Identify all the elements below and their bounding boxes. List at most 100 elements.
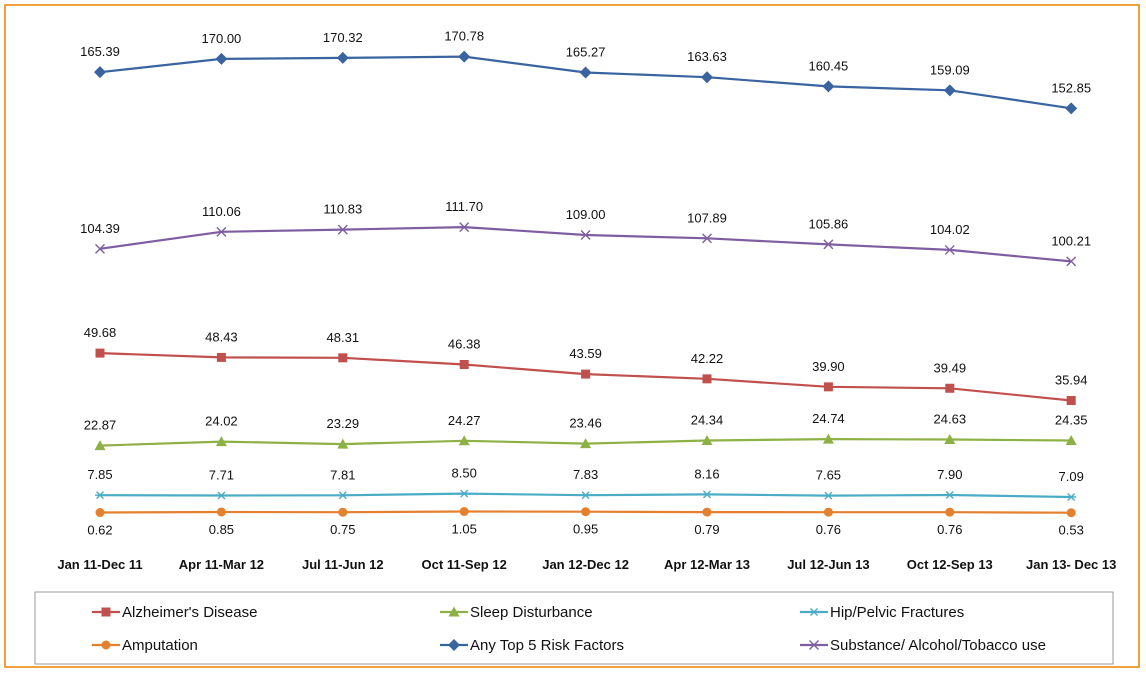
data-label-hip-pelvic-fractures: 8.50 (452, 466, 477, 481)
x-tick-label: Oct 12-Sep 13 (907, 557, 993, 572)
data-label-substance-alcohol-tobacco-use: 105.86 (809, 216, 849, 231)
data-label-sleep-disturbance: 24.35 (1055, 412, 1088, 427)
legend-marker-alzheimer-s-disease (101, 607, 111, 617)
data-point-hip-pelvic-fractures (1066, 492, 1077, 501)
x-tick-label: Apr 12-Mar 13 (664, 557, 750, 572)
data-label-any-top-5-risk-factors: 165.27 (566, 45, 606, 60)
series-any-top-5-risk-factors: 165.39 170.00 170.32 170.78 165.27 163.63 160.… (80, 29, 1091, 115)
data-label-hip-pelvic-fractures: 7.85 (87, 467, 112, 482)
data-label-any-top-5-risk-factors: 170.78 (444, 29, 484, 44)
data-point-substance-alcohol-tobacco-use (337, 224, 348, 235)
data-point-sleep-disturbance (1065, 434, 1077, 445)
data-label-hip-pelvic-fractures: 7.09 (1059, 469, 1084, 484)
data-label-amputation: 0.85 (209, 522, 234, 537)
series-substance-alcohol-tobacco-use: 104.39 110.06 110.83 111.70 109.00 107.89 105.… (80, 199, 1091, 267)
data-label-substance-alcohol-tobacco-use: 104.39 (80, 221, 120, 236)
data-point-any-top-5-risk-factors (701, 71, 713, 84)
legend-marker-substance-alcohol-tobacco-use (809, 640, 819, 650)
data-point-sleep-disturbance (580, 438, 592, 449)
data-point-substance-alcohol-tobacco-use (944, 244, 955, 255)
data-point-any-top-5-risk-factors (822, 80, 835, 93)
data-label-amputation: 0.75 (330, 522, 355, 537)
data-label-any-top-5-risk-factors: 159.09 (930, 62, 970, 77)
data-label-alzheimer-s-disease: 39.49 (934, 360, 967, 375)
data-point-sleep-disturbance (458, 435, 470, 446)
x-tick-label: Oct 11-Sep 12 (422, 557, 507, 572)
data-label-hip-pelvic-fractures: 7.83 (573, 467, 598, 482)
data-point-hip-pelvic-fractures (702, 490, 712, 499)
data-point-any-top-5-risk-factors (94, 66, 106, 79)
legend-marker-any-top-5-risk-factors (448, 639, 460, 651)
data-label-alzheimer-s-disease: 49.68 (84, 325, 117, 340)
data-point-alzheimer-s-disease (702, 374, 712, 384)
data-point-amputation (823, 507, 833, 517)
data-point-substance-alcohol-tobacco-use (580, 230, 591, 240)
plot-area: 49.68 48.43 48.31 46.38 43.59 42.22 39.90 39.49… (80, 29, 1091, 538)
data-label-sleep-disturbance: 23.46 (569, 416, 602, 431)
data-point-hip-pelvic-fractures (216, 491, 227, 500)
data-point-any-top-5-risk-factors (215, 52, 228, 65)
data-point-hip-pelvic-fractures (95, 491, 105, 500)
data-label-any-top-5-risk-factors: 160.45 (809, 58, 849, 73)
legend-marker-sleep-disturbance (448, 606, 460, 617)
data-point-alzheimer-s-disease (338, 353, 348, 363)
data-label-hip-pelvic-fractures: 7.90 (937, 467, 962, 482)
data-point-sleep-disturbance (94, 440, 106, 451)
data-point-alzheimer-s-disease (823, 382, 833, 392)
data-point-alzheimer-s-disease (945, 383, 955, 393)
data-label-hip-pelvic-fractures: 8.16 (694, 466, 719, 481)
data-label-amputation: 0.76 (937, 522, 962, 537)
series-sleep-disturbance: 22.87 24.02 23.29 24.27 23.46 24.34 24.74 24.63… (84, 411, 1088, 451)
legend-label: Any Top 5 Risk Factors (470, 637, 624, 654)
data-point-sleep-disturbance (337, 438, 349, 449)
data-label-sleep-disturbance: 24.34 (691, 413, 724, 428)
data-label-any-top-5-risk-factors: 170.32 (323, 30, 363, 45)
x-axis: Jan 11-Dec 11 Apr 11-Mar 12 Jul 11-Jun 12 O… (57, 557, 1116, 572)
legend: Alzheimer's Disease Sleep Disturbance Hip/… (92, 604, 1046, 654)
legend-item-hip-pelvic-fractures: Hip/Pelvic Fractures (800, 604, 964, 621)
data-point-any-top-5-risk-factors (579, 66, 592, 79)
data-label-alzheimer-s-disease: 43.59 (569, 346, 602, 361)
series-alzheimer-s-disease: 49.68 48.43 48.31 46.38 43.59 42.22 39.90 39.49… (84, 325, 1087, 406)
data-point-amputation (702, 507, 712, 517)
series-line-any-top-5-risk-factors (99, 55, 1072, 110)
data-label-alzheimer-s-disease: 42.22 (691, 351, 724, 366)
data-point-substance-alcohol-tobacco-use (216, 226, 227, 237)
series-amputation: 0.62 0.85 0.75 1.05 0.95 0.79 0.76 0.76 0.53 (87, 506, 1084, 538)
data-point-alzheimer-s-disease (216, 352, 226, 362)
legend-label: Hip/Pelvic Fractures (830, 604, 964, 621)
data-label-amputation: 0.76 (816, 522, 841, 537)
data-point-sleep-disturbance (701, 435, 713, 446)
data-point-alzheimer-s-disease (1066, 396, 1076, 406)
data-point-sleep-disturbance (822, 433, 834, 444)
series-line-substance-alcohol-tobacco-use (99, 225, 1072, 263)
data-point-sleep-disturbance (944, 434, 956, 445)
data-label-substance-alcohol-tobacco-use: 110.06 (202, 204, 241, 219)
data-label-amputation: 0.53 (1059, 523, 1084, 538)
legend-marker-amputation (101, 640, 111, 650)
x-tick-label: Jan 11-Dec 11 (57, 557, 142, 572)
data-point-amputation (338, 507, 348, 517)
data-label-substance-alcohol-tobacco-use: 104.02 (930, 222, 970, 237)
data-label-alzheimer-s-disease: 48.43 (205, 329, 238, 344)
data-point-any-top-5-risk-factors (1065, 102, 1078, 115)
data-label-substance-alcohol-tobacco-use: 110.83 (323, 202, 362, 217)
data-label-sleep-disturbance: 23.29 (327, 416, 360, 431)
data-point-any-top-5-risk-factors (458, 50, 471, 63)
legend-label: Amputation (122, 637, 198, 654)
data-point-hip-pelvic-fractures (580, 491, 591, 500)
data-label-amputation: 0.79 (694, 522, 719, 537)
data-point-substance-alcohol-tobacco-use (1066, 256, 1077, 267)
data-point-any-top-5-risk-factors (943, 84, 956, 97)
data-point-amputation (945, 507, 955, 517)
x-tick-label: Jan 12-Dec 12 (542, 557, 629, 572)
legend-item-alzheimer-s-disease: Alzheimer's Disease (92, 604, 257, 621)
data-label-any-top-5-risk-factors: 165.39 (80, 44, 120, 59)
data-point-hip-pelvic-fractures (823, 491, 834, 500)
data-label-alzheimer-s-disease: 48.31 (327, 330, 360, 345)
data-label-alzheimer-s-disease: 39.90 (812, 359, 845, 374)
data-point-substance-alcohol-tobacco-use (459, 222, 470, 233)
data-label-any-top-5-risk-factors: 170.00 (202, 31, 242, 46)
legend-item-any-top-5-risk-factors: Any Top 5 Risk Factors (440, 637, 624, 654)
data-label-amputation: 1.05 (452, 521, 477, 536)
